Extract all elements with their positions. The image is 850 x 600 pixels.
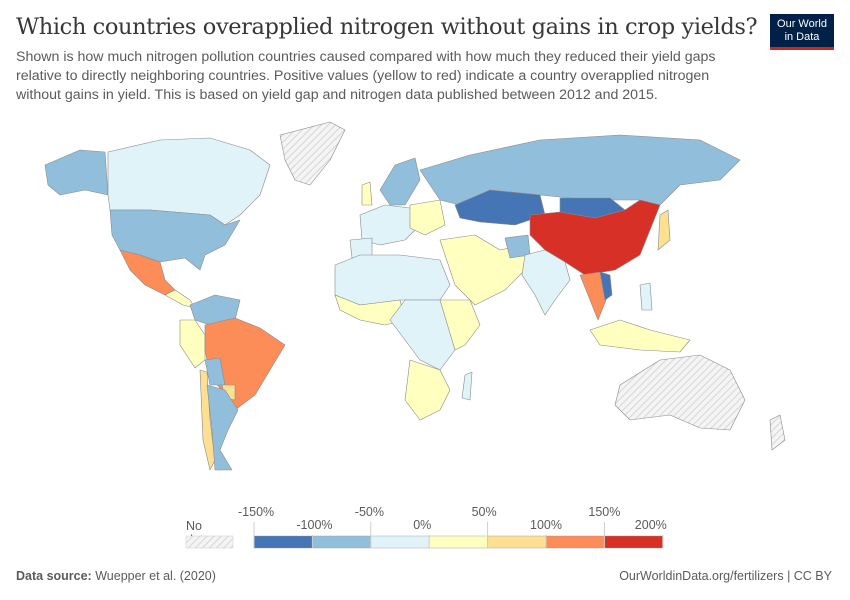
legend-no-data-swatch: [185, 535, 234, 549]
legend-tick-label: 50%: [471, 505, 497, 519]
region-scandinavia[interactable]: [379, 157, 421, 206]
source-url-link[interactable]: OurWorldinData.org/fertilizers | CC BY: [619, 569, 832, 583]
legend-tick-label: 0%: [413, 518, 432, 532]
legend-bin[interactable]: [545, 535, 605, 549]
region-eastern-europe[interactable]: [409, 199, 446, 236]
region-alaska[interactable]: [44, 149, 109, 196]
legend-tick-label: -150%: [238, 505, 275, 519]
region-australia[interactable]: [614, 354, 746, 431]
source-label: Data source:: [16, 569, 92, 583]
region-southeast-asia[interactable]: [579, 271, 609, 321]
region-philippines[interactable]: [639, 282, 653, 311]
region-vietnam[interactable]: [599, 271, 613, 301]
legend-bin[interactable]: [370, 535, 430, 549]
region-east-africa[interactable]: [439, 299, 481, 351]
source-text: Wuepper et al. (2020): [95, 569, 216, 583]
data-source: Data source: Wuepper et al. (2020): [16, 569, 216, 583]
legend-tick-label: 200%: [634, 518, 667, 532]
logo-line1: Our World: [777, 18, 827, 30]
region-madagascar[interactable]: [461, 371, 473, 401]
legend-tick-label: -50%: [354, 505, 384, 519]
legend-tick-label: 100%: [530, 518, 562, 532]
legend-bin[interactable]: [312, 535, 371, 549]
region-argentina[interactable]: [206, 384, 239, 471]
region-southern-africa[interactable]: [404, 359, 451, 421]
region-greenland[interactable]: [279, 121, 346, 186]
legend-tick-label: -100%: [296, 518, 333, 532]
legend-tick-label: 150%: [588, 505, 621, 519]
legend-bin[interactable]: [253, 535, 313, 549]
region-india[interactable]: [521, 249, 571, 316]
world-map: [44, 121, 786, 471]
region-japan[interactable]: [657, 209, 671, 251]
legend-bin[interactable]: [604, 535, 664, 549]
region-uk[interactable]: [361, 181, 373, 206]
logo-line2: in Data: [784, 31, 820, 43]
chart-title: Which countries overapplied nitrogen wit…: [16, 14, 758, 40]
legend-bin[interactable]: [487, 535, 547, 549]
legend-bin[interactable]: [429, 535, 488, 549]
region-new-zealand[interactable]: [769, 414, 786, 451]
owid-logo[interactable]: Our World in Data: [770, 14, 834, 50]
chart-subtitle: Shown is how much nitrogen pollution cou…: [16, 49, 716, 103]
region-indonesia[interactable]: [589, 319, 691, 353]
